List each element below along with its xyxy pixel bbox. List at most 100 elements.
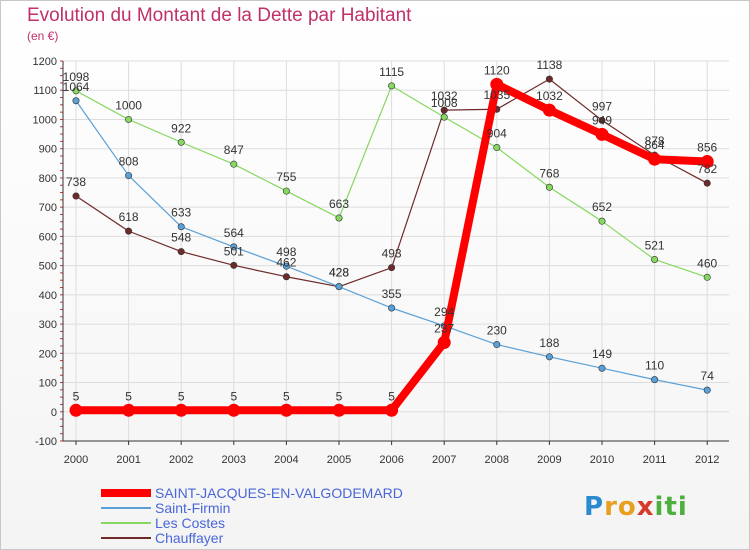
data-point-chauffayer [598,116,606,124]
data-label-saint-jacques-en-valgodemard: 5 [230,389,237,403]
legend-label: Saint-Firmin [155,499,231,516]
data-point-saint-firmin [230,243,238,251]
legend-swatch [101,521,151,524]
data-label-les-costes: 1000 [115,98,142,112]
data-label-saint-jacques-en-valgodemard: 5 [336,389,343,403]
data-point-chauffayer [545,75,553,83]
data-point-chauffayer [125,227,133,235]
y-tick-label: 800 [39,173,57,185]
data-label-saint-jacques-en-valgodemard: 864 [645,138,665,152]
y-tick-label: 1200 [33,56,57,68]
data-label-saint-jacques-en-valgodemard: 5 [125,389,132,403]
data-label-les-costes: 922 [171,121,191,135]
data-point-saint-jacques-en-valgodemard [437,335,451,349]
data-point-les-costes [72,87,80,95]
data-label-les-costes: 847 [224,143,244,157]
data-label-chauffayer: 997 [592,99,612,113]
x-tick-label: 2006 [379,454,403,466]
data-label-les-costes: 755 [276,170,296,184]
data-label-saint-jacques-en-valgodemard: 5 [388,389,395,403]
data-point-saint-firmin [282,262,290,270]
data-point-chauffayer [72,192,80,200]
data-label-saint-firmin: 149 [592,347,612,361]
x-tick-label: 2003 [222,454,246,466]
data-point-saint-jacques-en-valgodemard [69,403,83,417]
x-tick-label: 2005 [327,454,351,466]
x-tick-label: 2000 [64,454,88,466]
data-point-saint-jacques-en-valgodemard [595,127,609,141]
legend-swatch [101,506,151,509]
data-point-chauffayer [388,264,396,272]
y-tick-label: 700 [39,202,57,214]
data-label-chauffayer: 548 [171,231,191,245]
data-point-saint-firmin [651,376,659,384]
data-point-les-costes [545,183,553,191]
x-tick-label: 2010 [590,454,614,466]
data-label-chauffayer: 1035 [483,88,510,102]
data-label-saint-firmin: 1064 [63,80,90,94]
data-label-les-costes: 652 [592,200,612,214]
data-label-chauffayer: 782 [697,162,717,176]
data-point-saint-jacques-en-valgodemard [385,403,399,417]
legend-swatch [101,488,151,497]
data-point-chauffayer [177,248,185,256]
x-tick-label: 2001 [116,454,140,466]
y-tick-label: 100 [39,378,57,390]
data-point-chauffayer [230,261,238,269]
data-point-les-costes [125,115,133,123]
data-label-les-costes: 904 [487,127,507,141]
data-point-saint-jacques-en-valgodemard [227,403,241,417]
data-label-saint-firmin: 428 [329,266,349,280]
data-point-les-costes [440,113,448,121]
legend-label: Les Costes [155,514,226,531]
data-point-les-costes [598,217,606,225]
legend-item-les-costes: Les Costes [101,514,403,531]
data-point-saint-firmin [335,283,343,291]
data-label-chauffayer: 738 [66,175,86,189]
data-label-saint-firmin: 633 [171,206,191,220]
data-point-saint-firmin [125,172,133,180]
y-tick-label: 300 [39,319,57,331]
data-point-les-costes [388,82,396,90]
data-label-saint-firmin: 188 [539,336,559,350]
data-label-saint-jacques-en-valgodemard: 1120 [484,63,510,77]
y-tick-label: 200 [39,348,57,360]
data-label-chauffayer: 493 [382,247,402,261]
data-label-les-costes: 663 [329,197,349,211]
data-label-saint-firmin: 294 [434,305,454,319]
data-label-saint-firmin: 74 [701,369,715,383]
data-label-les-costes: 521 [645,238,665,252]
data-point-saint-firmin [703,386,711,394]
data-point-saint-firmin [72,97,80,105]
data-point-les-costes [703,273,711,281]
data-point-les-costes [282,187,290,195]
data-point-saint-jacques-en-valgodemard [490,77,504,91]
data-label-saint-jacques-en-valgodemard: 5 [73,389,80,403]
data-point-saint-firmin [177,223,185,231]
data-point-les-costes [493,144,501,152]
data-label-saint-jacques-en-valgodemard: 856 [697,141,717,155]
legend-swatch [101,536,151,539]
data-label-saint-jacques-en-valgodemard: 949 [592,113,612,127]
data-label-les-costes: 768 [539,166,559,180]
data-point-chauffayer [703,179,711,187]
chart-legend: SAINT-JACQUES-EN-VALGODEMARD Saint-Firmin… [101,485,403,546]
data-point-saint-jacques-en-valgodemard [700,155,714,169]
y-tick-label: -100 [35,436,57,448]
data-point-saint-jacques-en-valgodemard [542,103,556,117]
data-point-les-costes [335,214,343,222]
data-label-saint-jacques-en-valgodemard: 237 [434,321,454,335]
data-label-les-costes: 460 [697,256,717,270]
x-tick-label: 2009 [537,454,561,466]
data-point-saint-jacques-en-valgodemard [279,403,293,417]
data-label-chauffayer: 1138 [536,58,562,72]
data-label-saint-firmin: 355 [382,287,402,301]
x-tick-label: 2008 [485,454,509,466]
data-label-saint-jacques-en-valgodemard: 1032 [536,89,563,103]
x-tick-label: 2004 [274,454,298,466]
data-label-saint-jacques-en-valgodemard: 5 [178,389,185,403]
data-point-les-costes [177,138,185,146]
x-tick-label: 2007 [432,454,456,466]
